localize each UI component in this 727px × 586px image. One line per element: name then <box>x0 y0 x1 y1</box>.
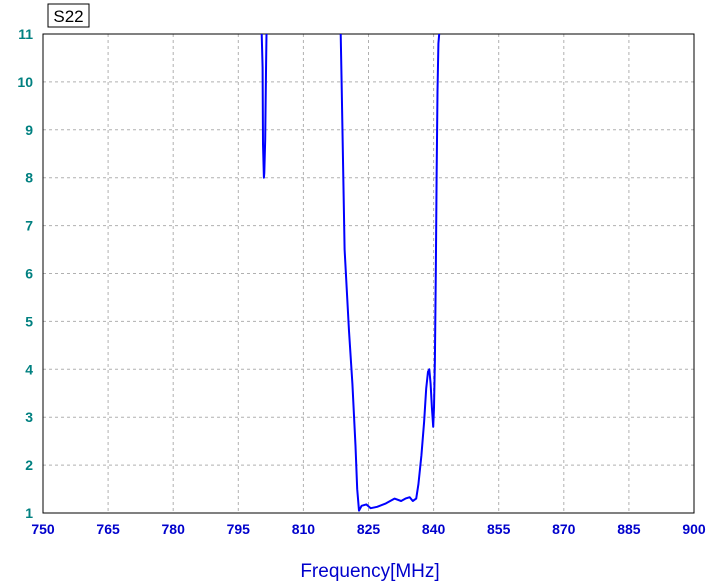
series-line <box>260 33 268 179</box>
y-tick-label: 7 <box>25 218 33 234</box>
x-tick-label: 795 <box>227 521 251 537</box>
y-tick-label: 8 <box>25 170 33 186</box>
x-tick-label: 885 <box>617 521 641 537</box>
y-tick-label: 5 <box>25 313 33 329</box>
x-axis-label: Frequency[MHz] <box>300 561 439 582</box>
y-tick-label: 9 <box>25 122 33 138</box>
grid-lines <box>43 34 694 513</box>
plot-area <box>42 33 695 514</box>
y-tick-label: 3 <box>25 409 33 425</box>
y-tick-label: 6 <box>25 266 33 282</box>
x-tick-label: 870 <box>552 521 576 537</box>
y-tick-label: 11 <box>18 26 33 42</box>
y-tick-labels: 1 2 3 4 5 6 7 8 9 10 11 <box>17 26 33 521</box>
series-group <box>260 33 441 512</box>
y-tick-label: 2 <box>25 457 33 473</box>
x-tick-label: 765 <box>96 521 120 537</box>
x-tick-label: 855 <box>487 521 511 537</box>
y-tick-label: 1 <box>25 505 33 521</box>
x-tick-label: 810 <box>292 521 316 537</box>
x-tick-label: 900 <box>682 521 706 537</box>
x-tick-label: 840 <box>422 521 446 537</box>
x-tick-label: 825 <box>357 521 381 537</box>
y-tick-label: 10 <box>17 74 33 90</box>
series-line <box>339 33 441 512</box>
x-tick-labels: 750 765 780 795 810 825 840 855 870 885 900 <box>31 521 706 537</box>
chart-title-box: S22 <box>47 3 90 28</box>
chart-title: S22 <box>53 7 83 26</box>
x-tick-label: 750 <box>31 521 55 537</box>
y-tick-label: 4 <box>25 361 33 377</box>
x-tick-label: 780 <box>162 521 186 537</box>
